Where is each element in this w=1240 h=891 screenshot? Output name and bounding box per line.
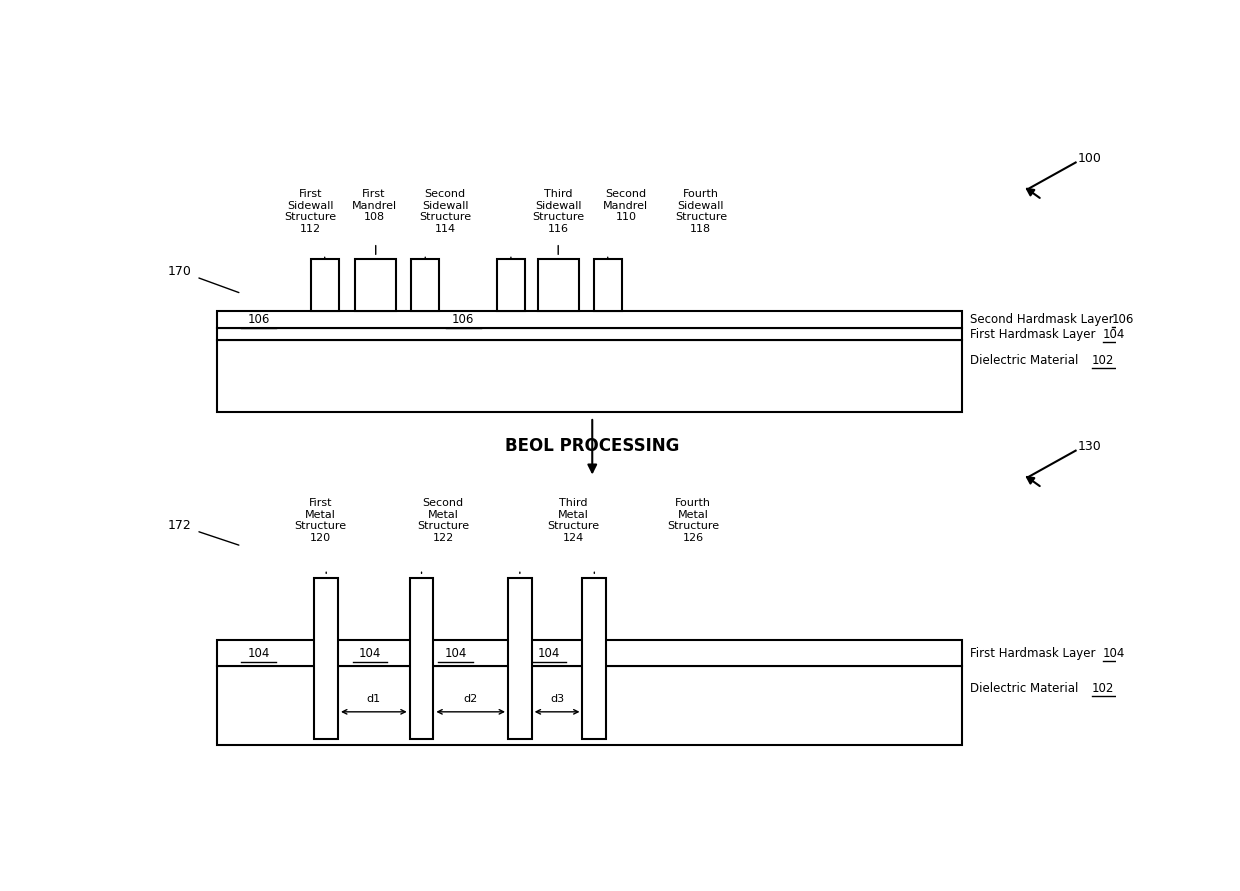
Text: Second Hardmask Layer: Second Hardmask Layer [970,313,1117,326]
Text: 170: 170 [167,266,191,278]
Text: 104: 104 [538,647,560,659]
Bar [310,259,339,311]
Text: 172: 172 [167,519,191,532]
Bar [412,259,439,311]
Bar [497,259,525,311]
Text: First Hardmask Layer: First Hardmask Layer [970,328,1099,340]
Text: 106: 106 [1112,313,1135,326]
Bar [583,578,606,740]
Text: 104: 104 [1102,647,1125,659]
Text: 104: 104 [247,647,269,659]
Text: Second
Mandrel
110: Second Mandrel 110 [604,189,649,223]
Text: Dielectric Material: Dielectric Material [970,354,1083,367]
Bar [217,666,962,745]
Text: Fourth
Metal
Structure
126: Fourth Metal Structure 126 [667,498,719,543]
Text: Fourth
Sidewall
Structure
118: Fourth Sidewall Structure 118 [675,189,727,234]
Bar [538,259,579,311]
Bar [594,259,622,311]
Text: 104: 104 [358,647,382,659]
Bar [217,328,962,340]
Bar [355,259,397,311]
Text: First
Metal
Structure
120: First Metal Structure 120 [294,498,346,543]
Text: Second
Sidewall
Structure
114: Second Sidewall Structure 114 [419,189,471,234]
Text: BEOL PROCESSING: BEOL PROCESSING [505,437,680,454]
Text: 102: 102 [1092,682,1115,695]
Text: First
Mandrel
108: First Mandrel 108 [352,189,397,223]
Text: First Hardmask Layer: First Hardmask Layer [970,647,1099,659]
Text: d2: d2 [464,693,477,704]
Text: 106: 106 [453,313,475,326]
Bar [409,578,434,740]
Bar [217,340,962,413]
Text: 104: 104 [445,647,467,659]
Text: Dielectric Material: Dielectric Material [970,682,1083,695]
Bar [508,578,532,740]
Text: Second
Metal
Structure
122: Second Metal Structure 122 [417,498,470,543]
Text: 130: 130 [1078,440,1101,453]
Bar [217,640,962,666]
Bar [217,311,962,328]
Text: 100: 100 [1078,151,1101,165]
Text: 106: 106 [247,313,269,326]
Text: 102: 102 [1092,354,1115,367]
Text: 104: 104 [1102,328,1125,340]
Text: d1: d1 [367,693,381,704]
Text: Third
Metal
Structure
124: Third Metal Structure 124 [547,498,599,543]
Bar [314,578,339,740]
Text: d3: d3 [551,693,564,704]
Text: First
Sidewall
Structure
112: First Sidewall Structure 112 [285,189,337,234]
Text: Third
Sidewall
Structure
116: Third Sidewall Structure 116 [532,189,585,234]
